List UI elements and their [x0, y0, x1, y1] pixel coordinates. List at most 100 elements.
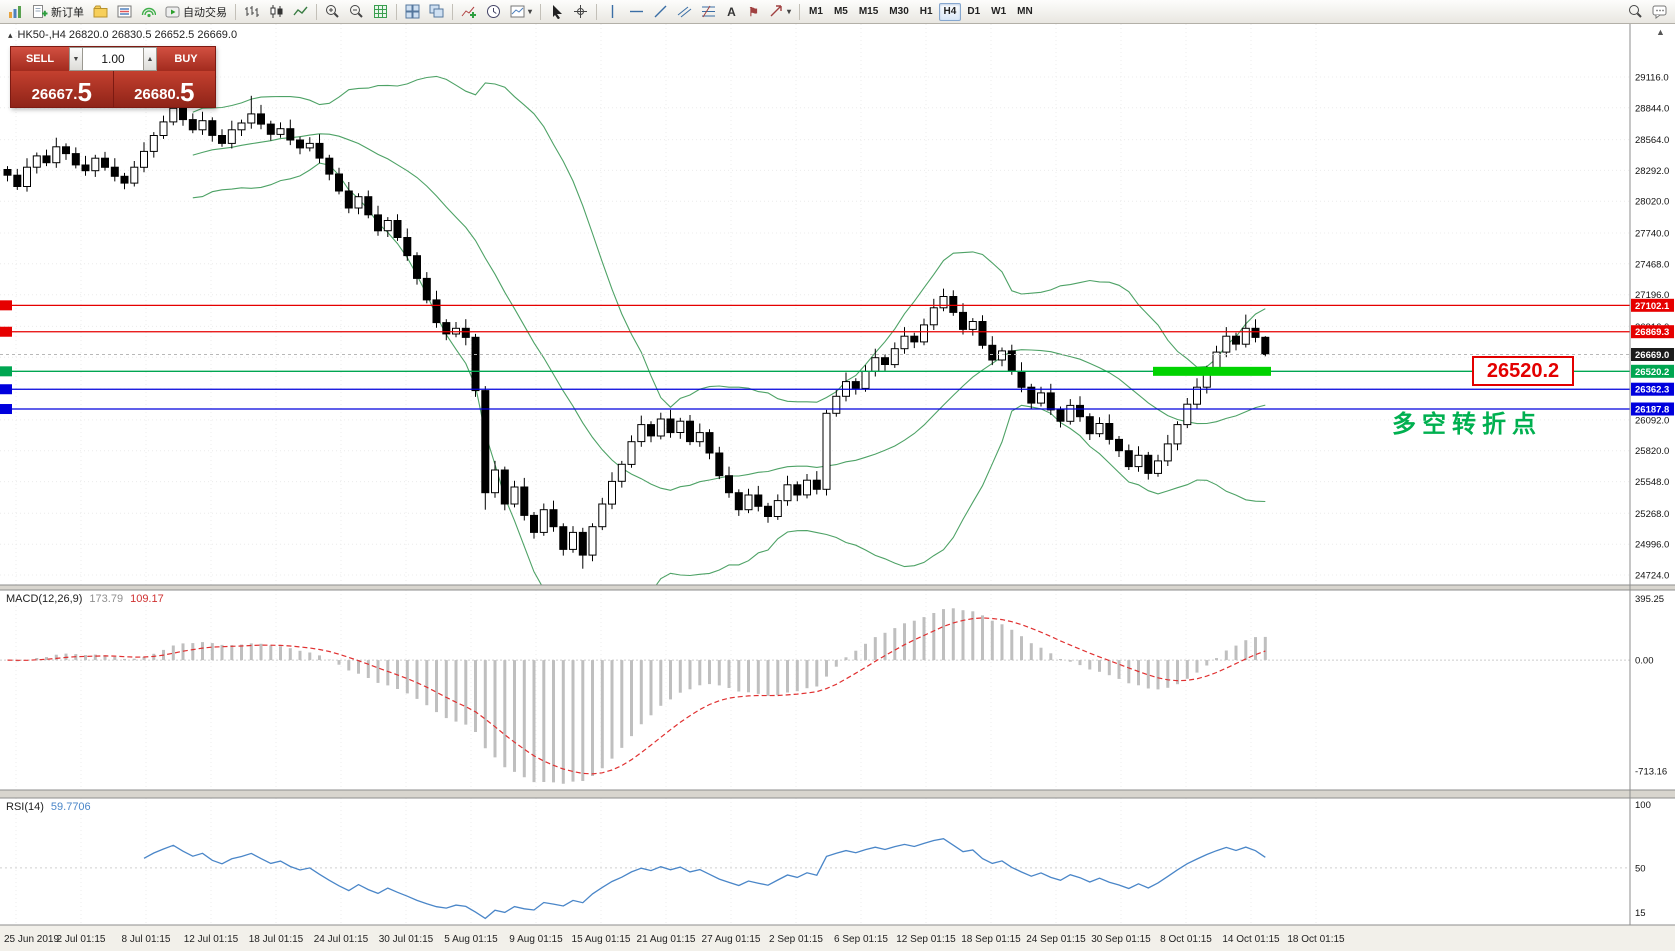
zoom-out-icon [350, 5, 363, 18]
indicators-icon [461, 6, 476, 18]
svg-text:26869.3: 26869.3 [1635, 327, 1669, 338]
svg-text:100: 100 [1635, 800, 1651, 811]
fibonacci-tool-button[interactable] [697, 2, 720, 22]
turning-point-note[interactable]: 多空转折点 [1392, 404, 1542, 439]
profiles-button[interactable] [89, 2, 112, 22]
arrow-tools-button[interactable]: ▾ [765, 2, 795, 22]
volume-decrease-button[interactable]: ▼ [69, 47, 83, 71]
svg-text:15: 15 [1635, 908, 1646, 919]
svg-text:29116.0: 29116.0 [1635, 73, 1669, 84]
signals-button[interactable] [137, 2, 160, 22]
cascade-windows-button[interactable] [425, 2, 448, 22]
timeframe-button-mn[interactable]: MN [1012, 3, 1038, 21]
arrow-tool-icon [770, 5, 782, 17]
autotrading-button[interactable]: 自动交易 [161, 2, 231, 22]
svg-text:27468.0: 27468.0 [1635, 259, 1669, 270]
chevron-down-icon: ▾ [787, 6, 792, 16]
periods-button[interactable] [482, 2, 505, 22]
search-icon [1629, 5, 1642, 18]
line-chart-button[interactable] [289, 2, 312, 22]
timeframe-button-w1[interactable]: W1 [986, 3, 1011, 21]
app-icon [4, 2, 27, 22]
cursor-button[interactable] [545, 2, 568, 22]
autotrading-label: 自动交易 [183, 6, 227, 19]
svg-text:24 Sep 01:15: 24 Sep 01:15 [1026, 934, 1086, 945]
fibonacci-icon [702, 5, 716, 18]
channel-icon [677, 6, 692, 18]
svg-text:26187.8: 26187.8 [1635, 405, 1669, 416]
market-watch-button[interactable] [113, 2, 136, 22]
timeframe-button-m5[interactable]: M5 [829, 3, 853, 21]
zoom-in-icon [326, 5, 339, 18]
candlestick-chart-button[interactable] [265, 2, 288, 22]
bar-chart-icon [245, 6, 259, 17]
symbol-ohlc-label: HK50-,H4 26820.0 26830.5 26652.5 26669.0 [17, 29, 238, 41]
price-callout-box[interactable]: 26520.2 [1472, 356, 1574, 386]
tile-windows-button[interactable] [401, 2, 424, 22]
svg-text:2 Jul 01:15: 2 Jul 01:15 [57, 934, 106, 945]
svg-text:24996.0: 24996.0 [1635, 540, 1669, 551]
timeframe-button-d1[interactable]: D1 [962, 3, 985, 21]
svg-text:15 Aug 01:15: 15 Aug 01:15 [572, 934, 631, 945]
timeframe-button-m1[interactable]: M1 [804, 3, 828, 21]
rsi-value: 59.7706 [50, 801, 91, 813]
indicators-button[interactable] [457, 2, 481, 22]
trendline-tool-button[interactable] [649, 2, 672, 22]
svg-text:26362.3: 26362.3 [1635, 385, 1669, 396]
sell-label: SELL [25, 53, 55, 65]
line-chart-icon [293, 6, 308, 16]
search-button[interactable] [1624, 2, 1647, 22]
svg-text:6 Sep 01:15: 6 Sep 01:15 [834, 934, 888, 945]
crosshair-icon [574, 5, 588, 18]
grid-toggle-button[interactable] [369, 2, 392, 22]
chat-button[interactable] [1648, 2, 1671, 22]
sell-price-big-digit: 5 [77, 76, 92, 107]
timeframe-button-m30[interactable]: M30 [884, 3, 913, 21]
buy-button[interactable]: BUY [157, 47, 215, 71]
crosshair-button[interactable] [569, 2, 592, 22]
vertical-line-tool-button[interactable] [601, 2, 624, 22]
buy-price-panel[interactable]: 26680. 5 [114, 71, 216, 107]
text-tool-button[interactable]: A [721, 2, 742, 22]
svg-text:27 Aug 01:15: 27 Aug 01:15 [702, 934, 761, 945]
price-scale-scroll-icon[interactable]: ▲ [1656, 27, 1665, 37]
symbol-ohlc-bar: ▴ HK50-,H4 26820.0 26830.5 26652.5 26669… [8, 29, 237, 41]
profiles-folder-icon [93, 5, 108, 18]
templates-button[interactable]: ▾ [506, 2, 536, 22]
macd-name: MACD(12,26,9) [6, 593, 83, 605]
svg-text:8 Jul 01:15: 8 Jul 01:15 [122, 934, 171, 945]
new-order-button[interactable]: 新订单 [28, 2, 88, 22]
horizontal-line-tool-button[interactable] [625, 2, 648, 22]
sell-button[interactable]: SELL [11, 47, 69, 71]
svg-text:25820.0: 25820.0 [1635, 446, 1669, 457]
timeframe-button-h4[interactable]: H4 [938, 2, 962, 21]
timeframe-button-m15[interactable]: M15 [854, 3, 883, 21]
toolbar-separator [452, 3, 453, 20]
zoom-in-button[interactable] [321, 2, 344, 22]
rsi-indicator-label: RSI(14) 59.7706 [6, 801, 91, 813]
price-callout-text: 26520.2 [1486, 359, 1560, 382]
channel-tool-button[interactable] [673, 2, 696, 22]
label-tool-button[interactable]: ⚑ [743, 2, 764, 22]
timeframe-button-h1[interactable]: H1 [915, 3, 938, 21]
candlestick-chart-icon [270, 5, 283, 18]
svg-text:2 Sep 01:15: 2 Sep 01:15 [769, 934, 823, 945]
volume-increase-button[interactable]: ▲ [143, 47, 157, 71]
svg-text:24 Jul 01:15: 24 Jul 01:15 [314, 934, 369, 945]
svg-text:25548.0: 25548.0 [1635, 477, 1669, 488]
svg-text:25268.0: 25268.0 [1635, 509, 1669, 520]
svg-text:27196.0: 27196.0 [1635, 290, 1669, 301]
app-logo-icon [9, 6, 21, 18]
volume-input[interactable]: 1.00 [83, 47, 143, 71]
one-click-collapse-icon[interactable]: ▴ [8, 29, 13, 40]
svg-text:18 Oct 01:15: 18 Oct 01:15 [1287, 934, 1345, 945]
flag-icon: ⚑ [748, 4, 759, 19]
bar-chart-button[interactable] [240, 2, 264, 22]
zoom-out-button[interactable] [345, 2, 368, 22]
one-click-trading-panel: SELL ▼ 1.00 ▲ BUY 26667. 5 26680. 5 [10, 46, 216, 108]
sell-price-panel[interactable]: 26667. 5 [11, 71, 114, 107]
svg-text:14 Oct 01:15: 14 Oct 01:15 [1222, 934, 1280, 945]
svg-text:28292.0: 28292.0 [1635, 166, 1669, 177]
toolbar-separator [540, 3, 542, 20]
